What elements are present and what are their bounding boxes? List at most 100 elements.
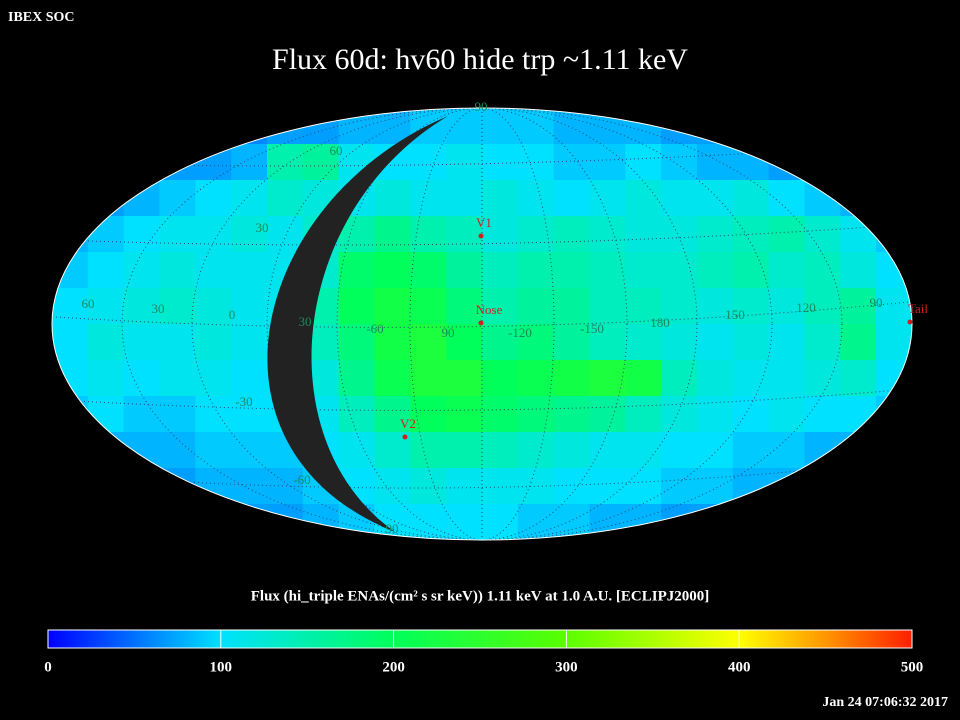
flux-cell <box>625 144 662 181</box>
flux-cell <box>768 396 805 433</box>
grid-label: 150 <box>725 307 745 322</box>
flux-cell <box>446 432 483 469</box>
flux-cell <box>374 216 411 253</box>
flux-cell <box>589 144 626 181</box>
flux-cell <box>768 288 805 325</box>
grid-label: 120 <box>796 300 816 315</box>
flux-cell <box>482 144 519 181</box>
map-outline <box>51 107 913 541</box>
flux-cell <box>446 360 483 397</box>
flux-cell <box>804 216 841 253</box>
flux-cell <box>697 324 734 361</box>
flux-cell <box>517 396 555 433</box>
flux-cell <box>195 252 232 289</box>
flux-cell <box>661 288 698 325</box>
flux-cell <box>625 180 662 217</box>
flux-cell <box>123 396 160 433</box>
marker-label: Tail <box>908 301 928 316</box>
flux-cell <box>661 360 698 397</box>
flux-cell <box>517 504 555 540</box>
flux-cell <box>625 468 662 505</box>
source: IBEX SOC <box>8 10 75 25</box>
flux-cell <box>123 216 160 253</box>
flux-cell <box>697 180 734 217</box>
flux-cell <box>661 468 698 505</box>
flux-cell <box>840 252 877 289</box>
flux-cell <box>553 288 590 325</box>
flux-cell <box>732 180 770 217</box>
flux-cell <box>661 396 698 433</box>
flux-cell <box>410 288 447 325</box>
flux-cell <box>446 252 483 289</box>
grid-label: 60 <box>330 143 343 158</box>
flux-cell <box>768 216 805 253</box>
flux-cell <box>517 180 555 217</box>
flux-cell <box>697 396 734 433</box>
flux-cell <box>123 252 160 289</box>
flux-cell <box>267 216 304 253</box>
marker-label: V1 <box>476 215 492 230</box>
flux-cell <box>52 324 89 361</box>
flux-cell <box>410 468 447 505</box>
flux-cell <box>338 252 375 289</box>
flux-cell <box>589 180 626 217</box>
flux-cell <box>589 468 626 505</box>
flux-cell <box>589 396 626 433</box>
flux-cell <box>231 288 268 325</box>
marker-dot <box>402 434 408 440</box>
flux-cell <box>482 432 519 469</box>
flux-cell <box>553 468 590 505</box>
flux-cell <box>482 324 519 361</box>
flux-cell <box>123 324 160 361</box>
flux-cell <box>338 432 375 469</box>
flux-cell <box>625 360 662 397</box>
flux-cell <box>410 360 447 397</box>
flux-cell <box>374 180 411 217</box>
flux-cell <box>732 216 770 253</box>
flux-cell <box>87 324 125 361</box>
flux-cell <box>553 180 590 217</box>
flux-cell <box>876 324 912 361</box>
flux-cell <box>625 216 662 253</box>
flux-cell <box>195 324 232 361</box>
flux-cell <box>732 252 770 289</box>
flux-cell <box>697 252 734 289</box>
grid-label: -60 <box>293 472 310 487</box>
flux-cell <box>553 324 590 361</box>
flux-cell <box>661 216 698 253</box>
grid-label: 30 <box>152 301 165 316</box>
flux-cell <box>231 324 268 361</box>
marker-dot <box>907 319 913 325</box>
grid-label: 90 <box>475 99 488 114</box>
flux-cell <box>589 216 626 253</box>
flux-cell <box>804 252 841 289</box>
flux-cell <box>589 432 626 469</box>
flux-cell <box>697 360 734 397</box>
timestamp: Jan 24 07:06:32 2017 <box>822 695 948 710</box>
flux-cell <box>840 324 877 361</box>
flux-cell <box>661 180 698 217</box>
flux-cell <box>52 288 89 325</box>
flux-cell <box>159 288 196 325</box>
flux-cell <box>159 432 196 469</box>
title: Flux 60d: hv60 hide trp ~1.11 keV <box>272 43 688 76</box>
grid-label: -150 <box>580 321 604 336</box>
flux-cell <box>159 216 196 253</box>
flux-cell <box>446 396 483 433</box>
grid-label: -60 <box>366 321 383 336</box>
grid-label: 90 <box>870 295 883 310</box>
flux-cell <box>195 216 232 253</box>
flux-cell <box>517 360 555 397</box>
flux-cell <box>517 108 555 145</box>
flux-cell <box>374 396 411 433</box>
flux-cell <box>697 288 734 325</box>
flux-cell <box>159 252 196 289</box>
flux-cell <box>517 468 555 505</box>
flux-cell <box>697 144 734 181</box>
marker-label: V2 <box>400 416 416 431</box>
flux-cell <box>410 216 447 253</box>
flux-cell <box>517 288 555 325</box>
flux-cell <box>553 432 590 469</box>
grid-label: -30 <box>235 394 252 409</box>
flux-cell <box>374 288 411 325</box>
